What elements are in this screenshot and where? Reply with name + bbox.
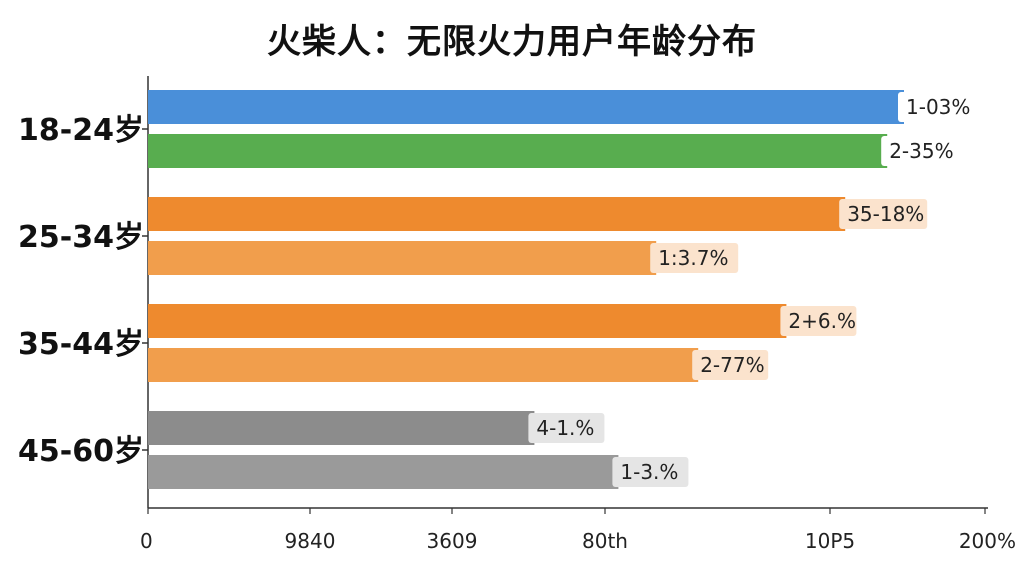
data-label: 2-35% bbox=[889, 139, 953, 163]
category-labels-group: 18-24岁 25-34岁 35-44岁 45-60岁 bbox=[18, 113, 144, 469]
bar-2 bbox=[148, 134, 888, 168]
category-label: 35-44岁 bbox=[18, 327, 144, 362]
data-label: 1:3.7% bbox=[658, 246, 728, 270]
x-tick-label: 80th bbox=[582, 529, 628, 553]
data-label: 1-03% bbox=[906, 95, 970, 119]
bar-6 bbox=[148, 348, 699, 382]
bar-4 bbox=[148, 241, 657, 275]
data-label: 2+6.% bbox=[788, 309, 856, 333]
chart-title: 火柴人：无限火力用户年龄分布 bbox=[267, 22, 757, 62]
bar-7 bbox=[148, 411, 535, 445]
data-label: 1-3.% bbox=[620, 460, 678, 484]
data-label: 2-77% bbox=[700, 353, 764, 377]
x-tick-label: 3609 bbox=[427, 529, 478, 553]
bar-8 bbox=[148, 455, 619, 489]
data-label-box bbox=[612, 457, 689, 487]
bars-group bbox=[148, 90, 904, 489]
data-label: 4-1.% bbox=[536, 416, 594, 440]
data-label-box bbox=[692, 350, 769, 380]
x-tick-labels-group: 0 9840 3609 80th 10P5 200% bbox=[140, 508, 1016, 553]
data-label-box bbox=[650, 243, 739, 273]
bar-1 bbox=[148, 90, 904, 124]
category-label: 45-60岁 bbox=[18, 434, 144, 469]
bar-5 bbox=[148, 304, 787, 338]
category-label: 25-34岁 bbox=[18, 220, 144, 255]
x-tick-label: 9840 bbox=[285, 529, 336, 553]
data-label-box bbox=[839, 199, 928, 229]
data-labels-group: 1-03% 2-35% 35-18% 1:3.7% 2+6.% 2-77% 4-1.% 1-3… bbox=[528, 92, 974, 487]
data-label: 35-18% bbox=[847, 202, 924, 226]
data-label-box bbox=[780, 306, 857, 336]
data-label-box bbox=[898, 92, 974, 122]
x-tick-label: 200% bbox=[959, 529, 1016, 553]
data-label-box bbox=[881, 136, 958, 166]
bar-3 bbox=[148, 197, 846, 231]
category-label: 18-24岁 bbox=[18, 113, 144, 148]
x-tick-label: 0 bbox=[140, 529, 153, 553]
x-tick-label: 10P5 bbox=[805, 529, 855, 553]
data-label-box bbox=[528, 413, 605, 443]
